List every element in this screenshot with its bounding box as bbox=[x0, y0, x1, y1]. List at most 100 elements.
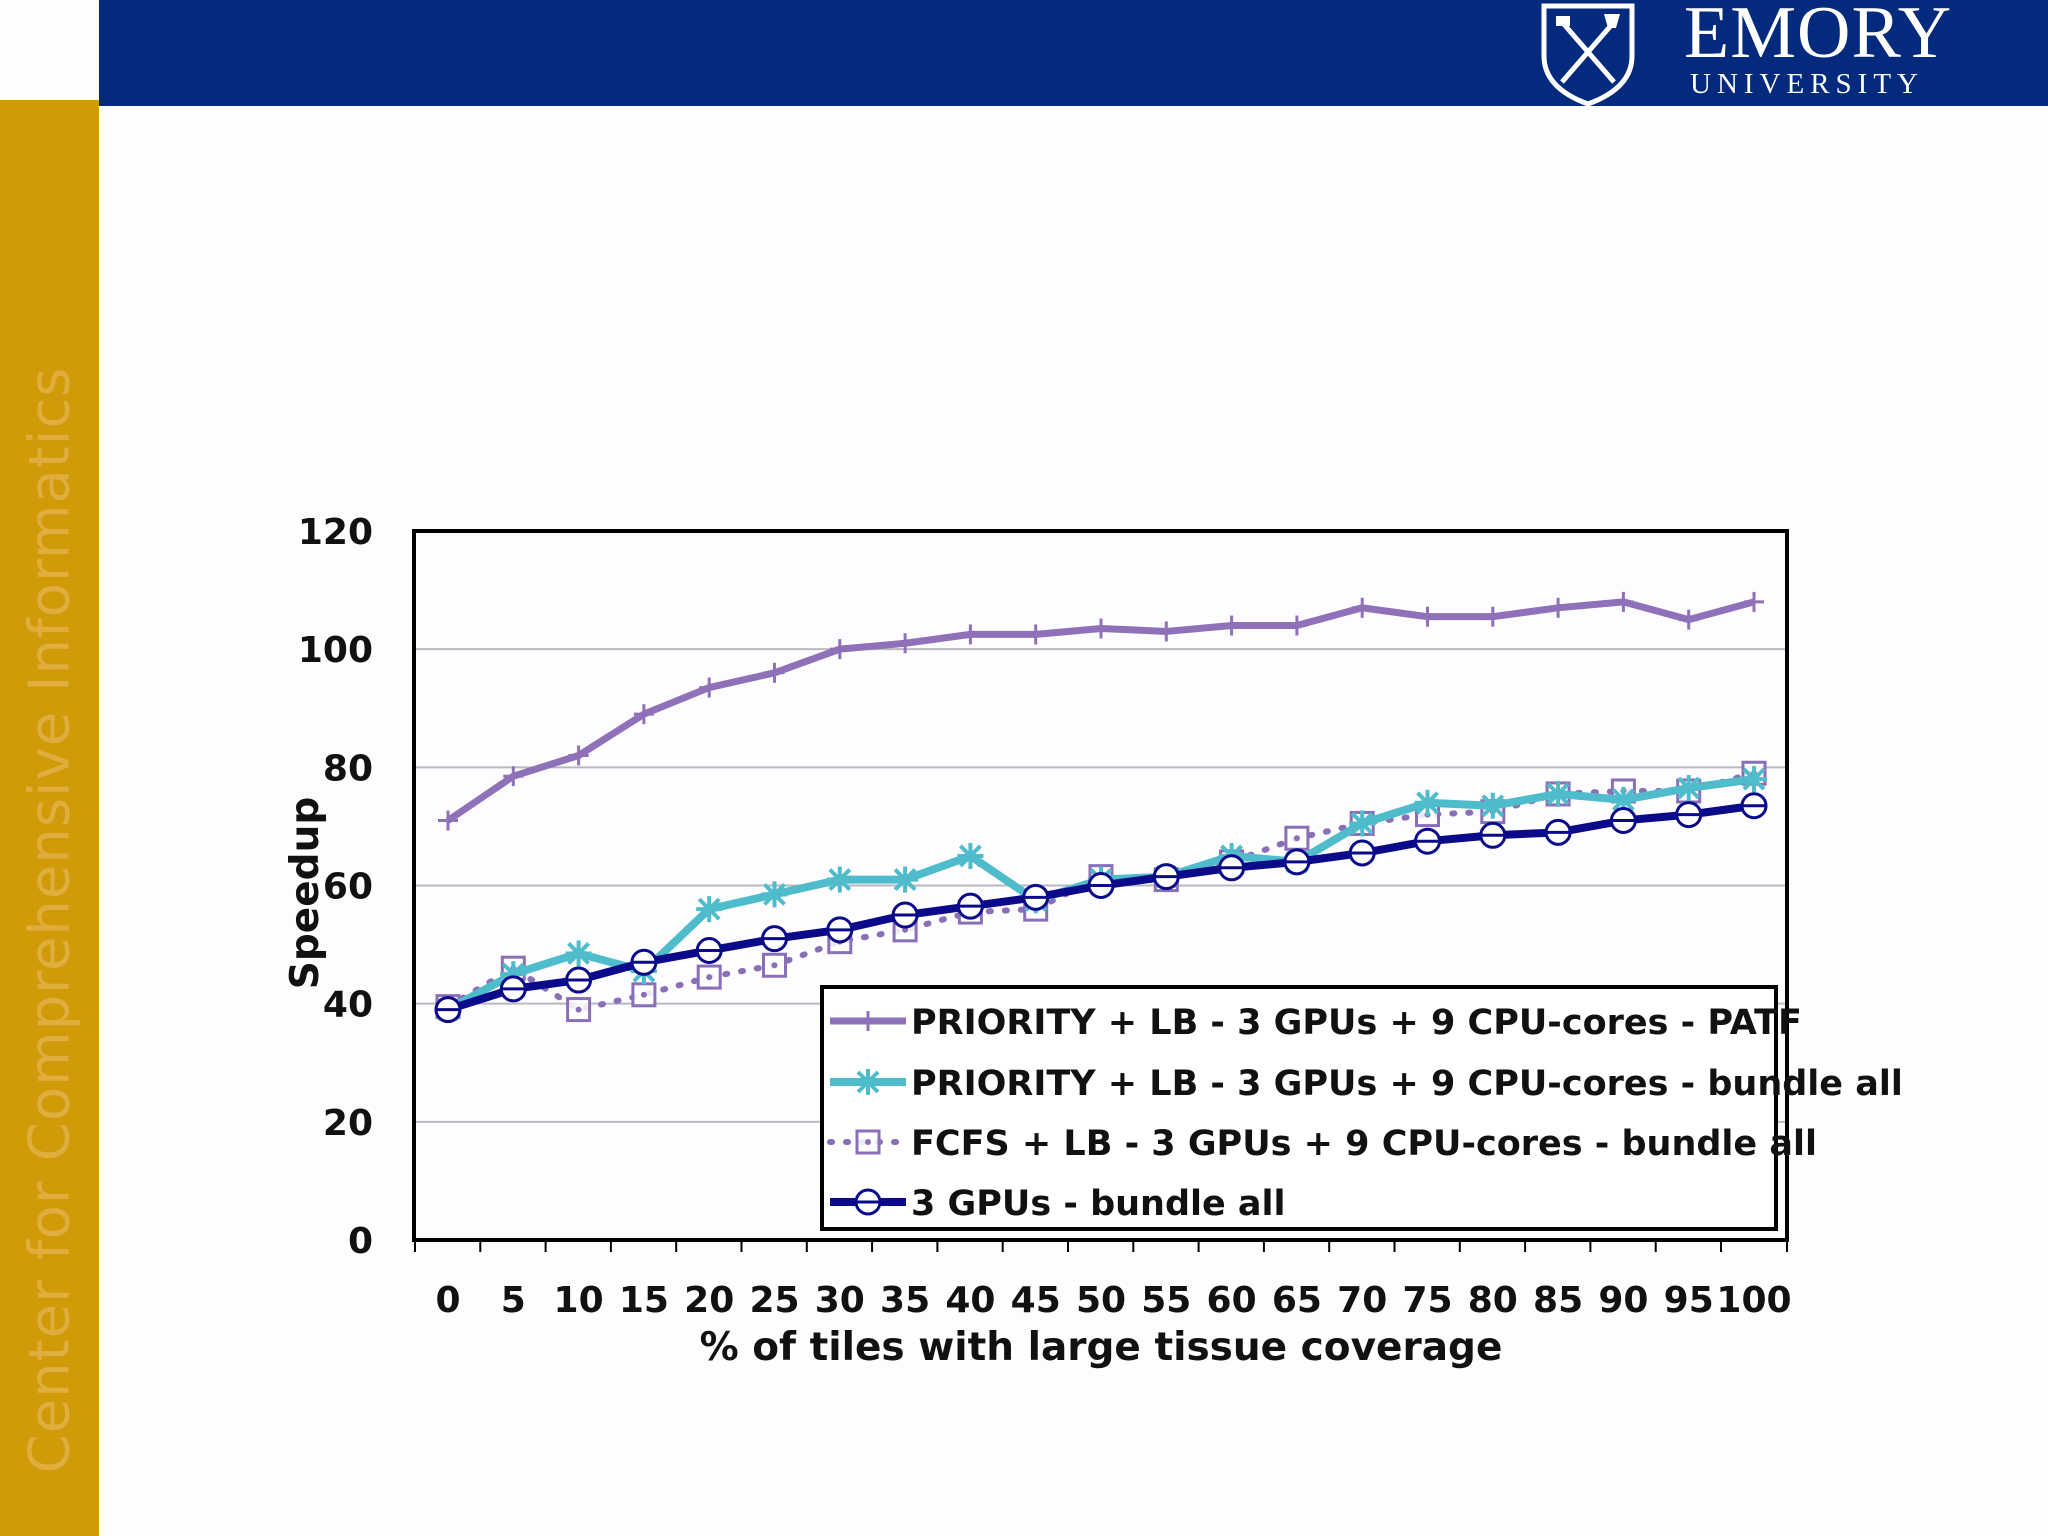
series-3-point-40 bbox=[956, 892, 984, 920]
series-0-point-0 bbox=[438, 810, 458, 831]
series-1-point-25-ray-3 bbox=[763, 882, 786, 906]
x-tick-25: 25 bbox=[749, 1280, 799, 1321]
x-tick-45: 45 bbox=[1011, 1280, 1061, 1321]
series-0-point-75 bbox=[1417, 606, 1438, 627]
series-3-point-60 bbox=[1218, 854, 1246, 882]
x-tick-30: 30 bbox=[815, 1280, 865, 1321]
x-tick-60: 60 bbox=[1207, 1280, 1257, 1321]
series-0-point-35 bbox=[895, 633, 916, 654]
series-0-point-80 bbox=[1482, 606, 1503, 627]
series-1-point-40 bbox=[957, 842, 984, 869]
legend-marker-2-dot bbox=[865, 1139, 871, 1145]
legend-label-3: 3 GPUs - bundle all bbox=[911, 1184, 1286, 1224]
series-3-point-100 bbox=[1740, 792, 1768, 820]
x-tick-65: 65 bbox=[1272, 1280, 1322, 1321]
series-0-point-25 bbox=[764, 662, 785, 683]
series-3-point-15 bbox=[630, 948, 658, 976]
series-3-point-75 bbox=[1414, 827, 1441, 855]
series-3-point-0 bbox=[434, 996, 462, 1024]
series-0-point-45 bbox=[1025, 624, 1046, 645]
series-1-point-20 bbox=[696, 896, 723, 923]
x-axis-title: % of tiles with large tissue coverage bbox=[700, 1325, 1503, 1370]
series-2-point-10-dot bbox=[575, 1006, 582, 1013]
series-3-point-25 bbox=[761, 925, 788, 953]
x-tick-15: 15 bbox=[619, 1280, 669, 1321]
legend: PRIORITY + LB - 3 GPUs + 9 CPU-cores - P… bbox=[820, 985, 1903, 1231]
y-tick-40: 40 bbox=[323, 985, 373, 1026]
y-tick-0: 0 bbox=[348, 1221, 373, 1262]
series-1-point-100-ray-3 bbox=[1742, 767, 1766, 791]
series-1-point-20-ray-3 bbox=[697, 897, 721, 921]
series-1-point-25 bbox=[761, 881, 788, 908]
series-layer bbox=[434, 591, 1768, 1024]
series-1-point-85 bbox=[1545, 780, 1572, 807]
series-0-point-95 bbox=[1678, 609, 1699, 630]
series-0-point-5 bbox=[503, 766, 524, 787]
series-3-point-90 bbox=[1609, 807, 1637, 835]
plot-frame bbox=[412, 529, 1789, 1242]
series-0-point-50 bbox=[1091, 618, 1111, 639]
x-tick-50: 50 bbox=[1076, 1280, 1126, 1321]
series-2-point-65 bbox=[1284, 825, 1310, 851]
series-1-point-95 bbox=[1675, 775, 1702, 802]
x-tick-95: 95 bbox=[1664, 1280, 1714, 1321]
y-tick-60: 60 bbox=[323, 867, 373, 908]
series-1-point-70-ray-3 bbox=[1350, 812, 1374, 835]
series-3-point-45 bbox=[1022, 883, 1050, 911]
series-1-point-35 bbox=[892, 866, 919, 893]
side-bar: Center for Comprehensive Informatics bbox=[0, 100, 99, 1536]
legend-marker-2 bbox=[855, 1129, 881, 1155]
series-1-point-10-ray-3 bbox=[567, 942, 591, 965]
series-1-point-80-ray-3 bbox=[1481, 794, 1505, 818]
legend-marker-0 bbox=[858, 1011, 878, 1031]
x-tick-100: 100 bbox=[1716, 1280, 1791, 1321]
series-3-point-10 bbox=[565, 966, 593, 994]
series-1-point-35-ray-3 bbox=[893, 868, 917, 892]
series-0-point-70 bbox=[1352, 597, 1373, 618]
legend-box bbox=[820, 985, 1778, 1231]
series-1-point-90-ray-3 bbox=[1611, 788, 1635, 812]
series-3-point-5 bbox=[499, 975, 527, 1003]
x-tick-0: 0 bbox=[435, 1280, 460, 1321]
legend-marker-3 bbox=[854, 1188, 882, 1216]
x-tick-70: 70 bbox=[1337, 1280, 1387, 1321]
y-tick-80: 80 bbox=[323, 748, 373, 789]
series-0-point-20 bbox=[699, 677, 720, 698]
corner-blank bbox=[0, 0, 99, 100]
series-2-point-25-dot bbox=[771, 962, 778, 969]
x-tick-75: 75 bbox=[1402, 1280, 1452, 1321]
series-1-point-30-ray-3 bbox=[828, 868, 852, 892]
series-3-point-70 bbox=[1348, 839, 1376, 867]
series-1-point-70 bbox=[1349, 810, 1376, 837]
series-0-point-30 bbox=[829, 639, 850, 660]
series-1-point-100 bbox=[1741, 766, 1767, 793]
x-tick-10: 10 bbox=[554, 1280, 604, 1321]
series-0-point-60 bbox=[1221, 615, 1242, 636]
x-tick-85: 85 bbox=[1533, 1280, 1583, 1321]
header-bar bbox=[99, 0, 2048, 106]
emory-shield-icon bbox=[1541, 3, 1635, 106]
series-1-point-80 bbox=[1479, 792, 1506, 819]
series-1-point-10 bbox=[565, 940, 592, 967]
legend-marker-1 bbox=[855, 1069, 881, 1095]
series-0-point-55 bbox=[1156, 621, 1177, 642]
y-axis-title: Speedup bbox=[283, 797, 328, 990]
series-1-point-75-ray-3 bbox=[1416, 791, 1439, 815]
legend-label-1: PRIORITY + LB - 3 GPUs + 9 CPU-cores - b… bbox=[911, 1064, 1903, 1104]
series-0-point-40 bbox=[960, 624, 981, 645]
series-2-point-15-dot bbox=[640, 991, 647, 998]
series-3-point-30 bbox=[826, 916, 854, 944]
series-0-point-15 bbox=[633, 704, 654, 725]
x-tick-marks bbox=[414, 1240, 1788, 1252]
y-tick-labels: 0 20 40 60 80 100 120 bbox=[298, 512, 373, 1262]
series-1-point-40-ray-3 bbox=[958, 844, 982, 868]
x-tick-55: 55 bbox=[1141, 1280, 1191, 1321]
x-tick-90: 90 bbox=[1598, 1280, 1648, 1321]
series-3-point-65 bbox=[1283, 848, 1311, 876]
series-3-point-55 bbox=[1152, 863, 1180, 891]
logo-name: EMORY bbox=[1684, 0, 1953, 74]
series-0-point-90 bbox=[1613, 591, 1634, 612]
x-tick-5: 5 bbox=[501, 1280, 526, 1321]
series-2-point-10 bbox=[566, 997, 592, 1023]
